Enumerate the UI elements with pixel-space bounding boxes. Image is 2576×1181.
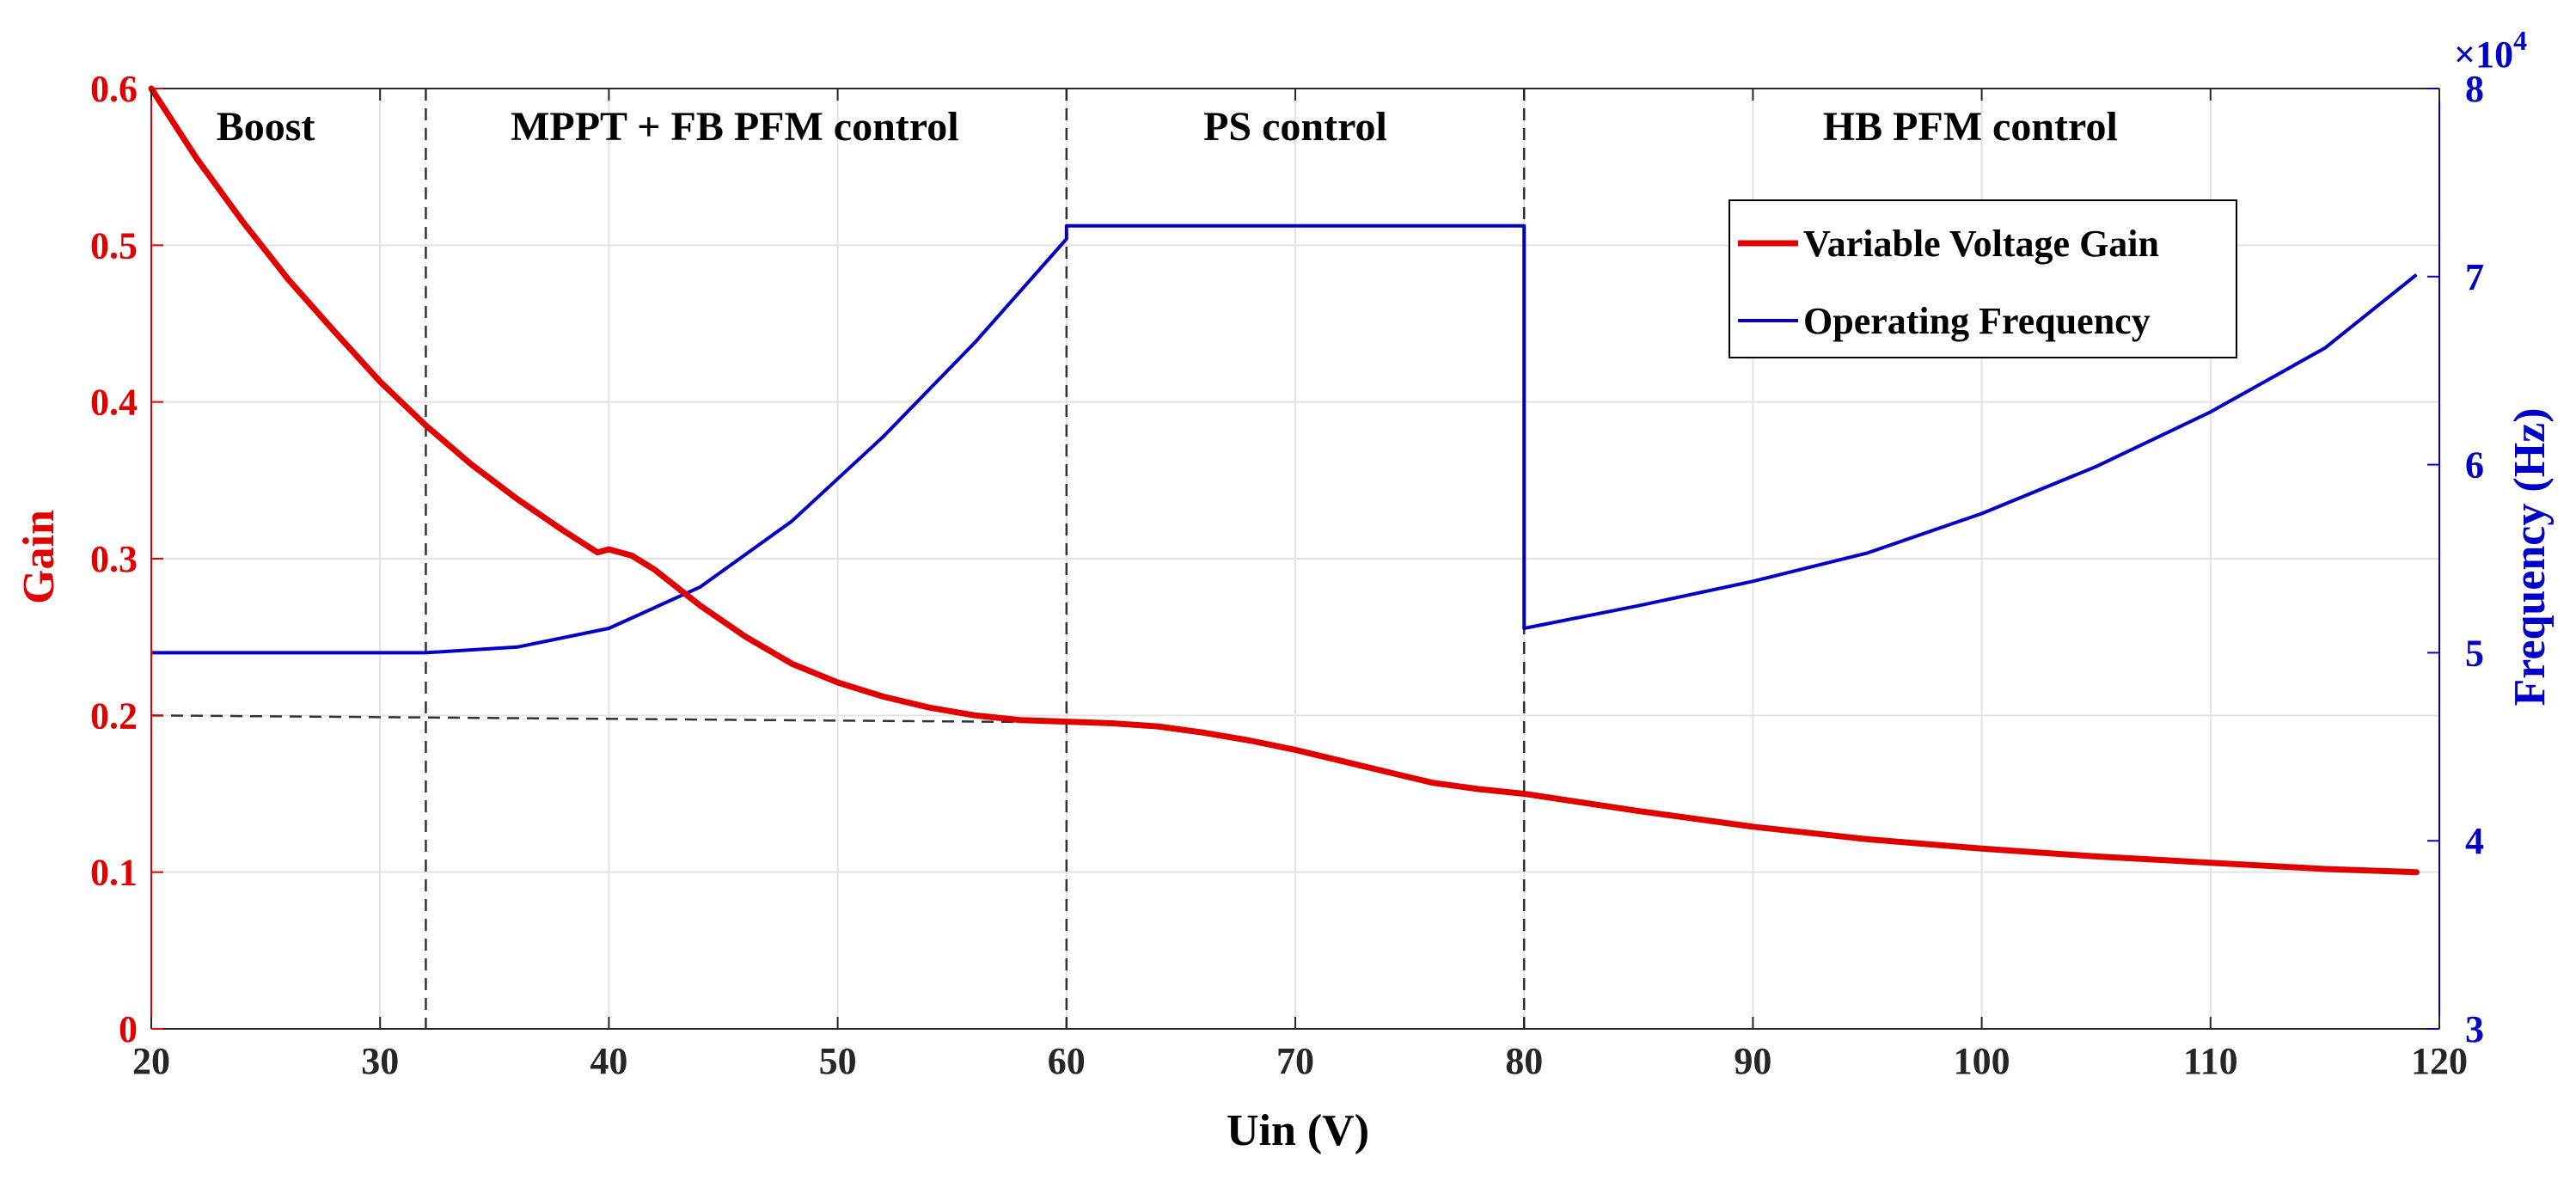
left-tick-label: 0.6 [90,68,138,110]
x-tick-label: 30 [361,1040,399,1082]
x-tick-label: 70 [1276,1040,1314,1082]
region-labels: Boost MPPT + FB PFM control PS control HB P… [217,104,2118,150]
frequency-series-line [151,223,2418,655]
gain-series-line [148,85,2420,876]
legend: Variable Voltage Gain Operating Frequenc… [1729,199,2237,358]
legend-label-gain: Variable Voltage Gain [1803,223,2159,265]
right-tick-label: 4 [2465,820,2484,862]
left-tick-label: 0.4 [90,382,138,424]
right-tick-label: 8 [2465,68,2484,110]
x-tick-label: 60 [1048,1040,1086,1082]
right-tick-label: 3 [2465,1008,2484,1050]
right-tick-label: 7 [2465,256,2484,298]
left-tick-label: 0.1 [90,852,138,894]
series-lines [148,85,2420,876]
x-tick-label: 50 [819,1040,857,1082]
x-tick-label: 20 [132,1040,170,1082]
left-tick-label: 0 [119,1008,138,1050]
legend-label-frequency: Operating Frequency [1803,300,2151,342]
left-tick-label: 0.5 [90,224,138,266]
right-axis-ticks: 3 4 5 6 7 8 [2427,68,2484,1050]
x-tick-label: 90 [1734,1040,1771,1082]
right-axis-title: Frequency (Hz) [2506,407,2555,706]
x-axis-ticks: 20 30 40 50 60 70 80 90 100 110 120 [132,89,2468,1082]
right-axis-multiplier: ×104 [2454,25,2527,76]
gain-reference-line [150,714,1067,724]
x-tick-label: 120 [2411,1040,2468,1082]
region-label: PS control [1203,104,1387,150]
right-tick-label: 6 [2465,444,2484,486]
right-tick-label: 5 [2465,632,2484,674]
x-tick-label: 40 [590,1040,627,1082]
region-label: HB PFM control [1823,104,2118,150]
left-axis-title: Gain [15,510,64,604]
multiplier-exponent: 4 [2513,25,2527,56]
legend-box [1729,199,2237,358]
left-tick-label: 0.2 [90,695,138,737]
x-tick-label: 80 [1505,1040,1543,1082]
x-axis-title: Uin (V) [1227,1106,1369,1155]
region-guides [150,89,1526,1029]
multiplier-base: ×10 [2454,34,2513,76]
x-tick-label: 110 [2183,1040,2238,1082]
left-axis-ticks: 0 0.1 0.2 0.3 0.4 0.5 0.6 [90,68,163,1050]
region-label: Boost [217,104,315,150]
region-label: MPPT + FB PFM control [511,104,958,150]
left-tick-label: 0.3 [90,538,138,580]
x-tick-label: 100 [1954,1040,2010,1082]
